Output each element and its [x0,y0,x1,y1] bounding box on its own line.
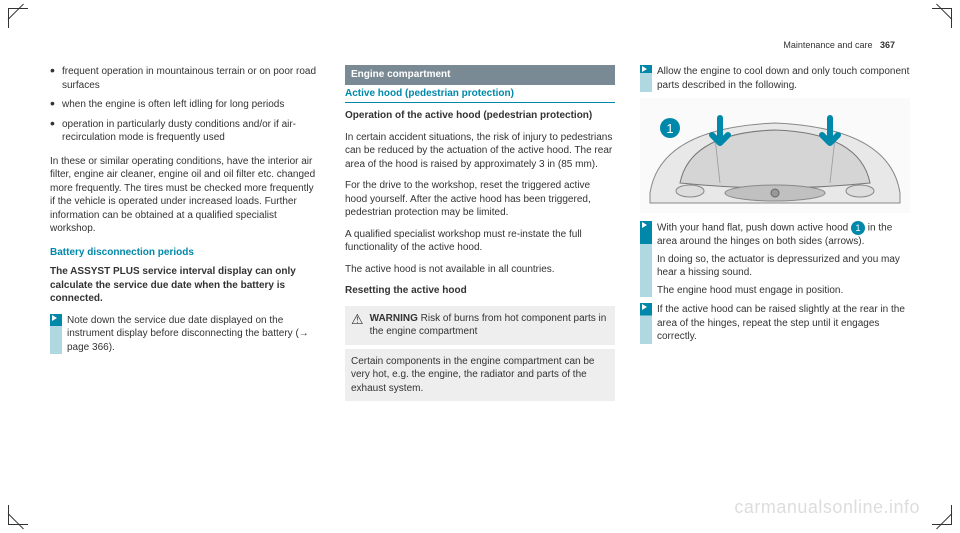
column-3: Allow the engine to cool down and only t… [640,65,910,409]
action-marker-icon [50,314,62,355]
section-name: Maintenance and care [783,40,872,50]
action-item: Note down the service due date displayed… [50,314,320,355]
list-item: when the engine is often left idling for… [50,98,320,112]
warning-text: WARNING Risk of burns from hot component… [370,312,609,339]
action-item: With your hand flat, push down active ho… [640,221,910,297]
paragraph-bold: The ASSYST PLUS service interval display… [50,265,320,306]
action-list: Allow the engine to cool down and only t… [640,65,910,92]
action-text: If the active hood can be raised slightl… [657,303,910,344]
action-marker-icon [640,221,652,297]
warning-label: WARNING [370,313,418,324]
paragraph: The active hood is not available in all … [345,263,615,277]
action-marker-icon [640,303,652,344]
action-list: With your hand flat, push down active ho… [640,221,910,344]
action-list: Note down the service due date displayed… [50,314,320,355]
page-content: Maintenance and care 367 frequent operat… [0,0,960,429]
columns-container: frequent operation in mountainous terrai… [50,65,910,409]
action-marker-icon [640,65,652,92]
warning-body: Certain components in the engine compart… [345,349,615,402]
action-item: If the active hood can be raised slightl… [640,303,910,344]
text: Note down the service due date displayed… [67,315,299,340]
list-item: frequent operation in mountainous terrai… [50,65,320,92]
xref-arrow: → [299,328,309,339]
page-header: Maintenance and care 367 [50,40,910,50]
list-item: operation in particularly dusty conditio… [50,118,320,145]
paragraph: For the drive to the workshop, reset the… [345,179,615,220]
page-number: 367 [880,40,895,50]
paragraph: A qualified specialist workshop must re-… [345,228,615,255]
column-1: frequent operation in mountainous terrai… [50,65,320,409]
warning-box: ⚠ WARNING Risk of burns from hot compone… [345,306,615,345]
corner-decoration [8,505,28,525]
heading-bar: Engine compartment [345,65,615,85]
circle-label: 1 [851,221,865,235]
text: The engine hood must engage in position. [657,284,910,298]
text: page 366). [67,342,115,353]
hood-figure: 1 [640,98,910,213]
section-title: Battery disconnection periods [50,246,320,260]
action-item: Allow the engine to cool down and only t… [640,65,910,92]
subheading: Active hood (pedestrian protection) [345,87,615,104]
column-2: Engine compartment Active hood (pedestri… [345,65,615,409]
paragraph-bold: Operation of the active hood (pedestrian… [345,109,615,123]
corner-decoration [932,505,952,525]
action-text: With your hand flat, push down active ho… [657,221,910,297]
paragraph: In certain accident situations, the risk… [345,131,615,172]
figure-label: 1 [666,121,673,136]
hood-svg: 1 [640,98,910,213]
text: In doing so, the actuator is depressuriz… [657,253,910,280]
paragraph-bold: Resetting the active hood [345,284,615,298]
text: With your hand flat, push down active ho… [657,223,851,234]
watermark: carmanualsonline.info [734,497,920,518]
action-text: Note down the service due date displayed… [67,314,320,355]
warning-icon: ⚠ [351,312,364,326]
paragraph: In these or similar operating conditions… [50,155,320,236]
action-text: Allow the engine to cool down and only t… [657,65,910,92]
bullet-list: frequent operation in mountainous terrai… [50,65,320,145]
